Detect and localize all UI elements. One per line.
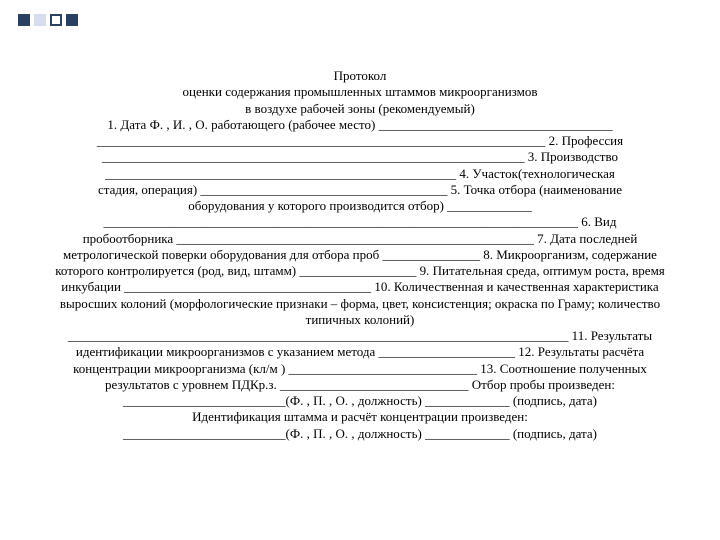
form-line: метрологической поверки оборудования для… [40,247,680,263]
title-line: в воздухе рабочей зоны (рекомендуемый) [40,101,680,117]
form-line: которого контролируется (род, вид, штамм… [40,263,680,279]
decor-square [34,14,46,26]
form-line: ________________________________________… [40,214,680,230]
form-line: выросших колоний (морфологические призна… [40,296,680,312]
form-line: ________________________________________… [40,328,680,344]
form-line: _________________________(Ф. , П. , О. ,… [40,393,680,409]
form-line: Идентификация штамма и расчёт концентрац… [40,409,680,425]
form-line: 1. Дата Ф. , И. , О. работающего (рабоче… [40,117,680,133]
form-line: оборудования у которого производится отб… [40,198,680,214]
decor-square [66,14,78,26]
form-line: пробоотборника _________________________… [40,231,680,247]
form-line: стадия, операция) ______________________… [40,182,680,198]
title-line: оценки содержания промышленных штаммов м… [40,84,680,100]
form-line: типичных колоний) [40,312,680,328]
form-line: ________________________________________… [40,166,680,182]
form-line: результатов с уровнем ПДКр.з. __________… [40,377,680,393]
form-line: ________________________________________… [40,149,680,165]
decor-square [18,14,30,26]
form-line: инкубации ______________________________… [40,279,680,295]
corner-decor [18,14,78,26]
title-line: Протокол [40,68,680,84]
form-line: ________________________________________… [40,133,680,149]
document-body: Протокол оценки содержания промышленных … [40,68,680,442]
form-line: идентификации микроорганизмов с указание… [40,344,680,360]
decor-square [50,14,62,26]
form-line: _________________________(Ф. , П. , О. ,… [40,426,680,442]
form-line: концентрации микроорганизма (кл/м ) ____… [40,361,680,377]
